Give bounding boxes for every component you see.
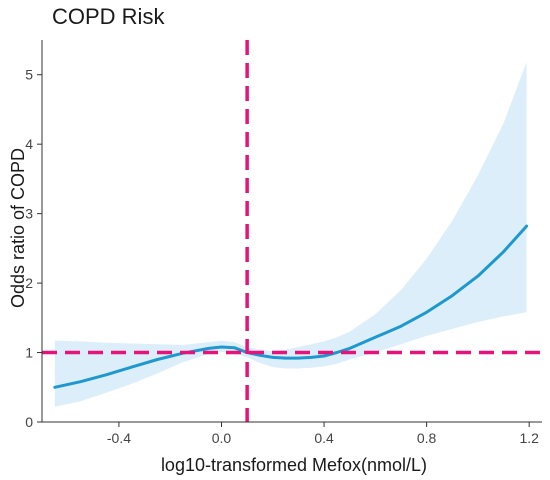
axes-layer [41, 40, 542, 423]
x-tick-label: 1.2 [519, 430, 539, 446]
x-tick-label: 0.4 [314, 430, 334, 446]
y-tick-label: 2 [25, 275, 33, 291]
chart-title: COPD Risk [52, 4, 165, 29]
odds-ratio-curve [53, 224, 529, 389]
y-tick-label: 1 [25, 345, 33, 361]
x-tick-label: 0.8 [417, 430, 437, 446]
x-tick-label: 0.0 [212, 430, 232, 446]
x-axis-title: log10-transformed Mefox(nmol/L) [161, 455, 427, 475]
confidence-band [54, 62, 527, 407]
y-tick-label: 4 [25, 136, 33, 152]
x-tick-label: -0.4 [107, 430, 131, 446]
odds-ratio-curve-layer [53, 224, 529, 389]
y-tick-label: 3 [25, 206, 33, 222]
confidence-band-layer [54, 62, 527, 407]
ticks-layer: 0 1 2 3 4 5 -0.4 0.0 0.4 0.8 1.2 [25, 67, 539, 446]
reference-lines-layer [42, 40, 542, 422]
y-axis-title: Odds ratio of COPD [8, 148, 28, 308]
y-tick-label: 5 [25, 67, 33, 83]
y-tick-label: 0 [25, 414, 33, 430]
